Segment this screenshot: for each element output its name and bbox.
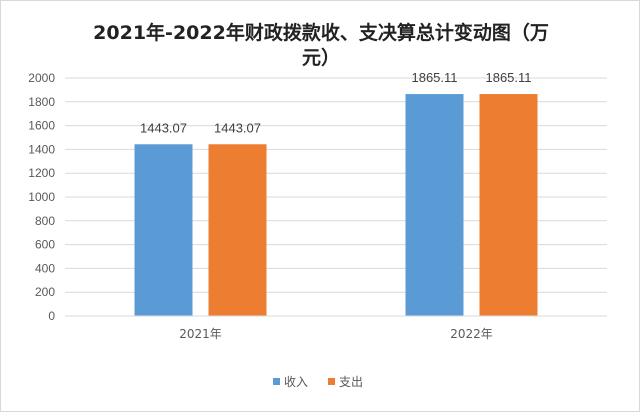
- y-tick-label: 400: [35, 261, 55, 275]
- x-category-label: 2021年: [179, 327, 222, 341]
- x-axis-categories: 2021年 2022年: [179, 327, 493, 341]
- data-labels: 1443.07 1443.07 1865.11 1865.11: [140, 70, 532, 135]
- bars: [134, 94, 538, 316]
- data-label: 1865.11: [485, 70, 531, 85]
- y-tick-label: 200: [35, 285, 55, 299]
- y-tick-label: 1000: [28, 190, 55, 204]
- y-tick-label: 2000: [28, 71, 55, 85]
- y-axis-ticks: 0 200 400 600 800 1000 1200 1400 1600 1800 2000: [28, 71, 55, 323]
- bar-expense: [208, 144, 267, 316]
- y-tick-label: 1600: [28, 119, 55, 133]
- data-label: 1443.07: [140, 120, 187, 135]
- legend-label: 收入: [284, 375, 308, 389]
- y-tick-label: 0: [48, 309, 55, 323]
- y-tick-label: 800: [35, 214, 55, 228]
- y-tick-label: 1400: [28, 142, 55, 156]
- y-tick-label: 1800: [28, 95, 55, 109]
- chart-title-line-2: 元）: [302, 46, 340, 69]
- data-label: 1865.11: [411, 70, 457, 85]
- bar-income: [134, 144, 193, 316]
- data-label: 1443.07: [214, 120, 261, 135]
- bar-expense: [479, 94, 538, 316]
- x-category-label: 2022年: [450, 327, 493, 341]
- legend-label: 支出: [339, 375, 363, 389]
- legend-swatch-income: [273, 378, 280, 385]
- chart-title-line-1: 2021年-2022年财政拨款收、支决算总计变动图（万: [93, 21, 549, 44]
- bar-income: [405, 94, 464, 316]
- y-tick-label: 1200: [28, 166, 55, 180]
- legend-swatch-expense: [328, 378, 335, 385]
- y-tick-label: 600: [35, 238, 55, 252]
- legend: 收入 支出: [273, 375, 363, 389]
